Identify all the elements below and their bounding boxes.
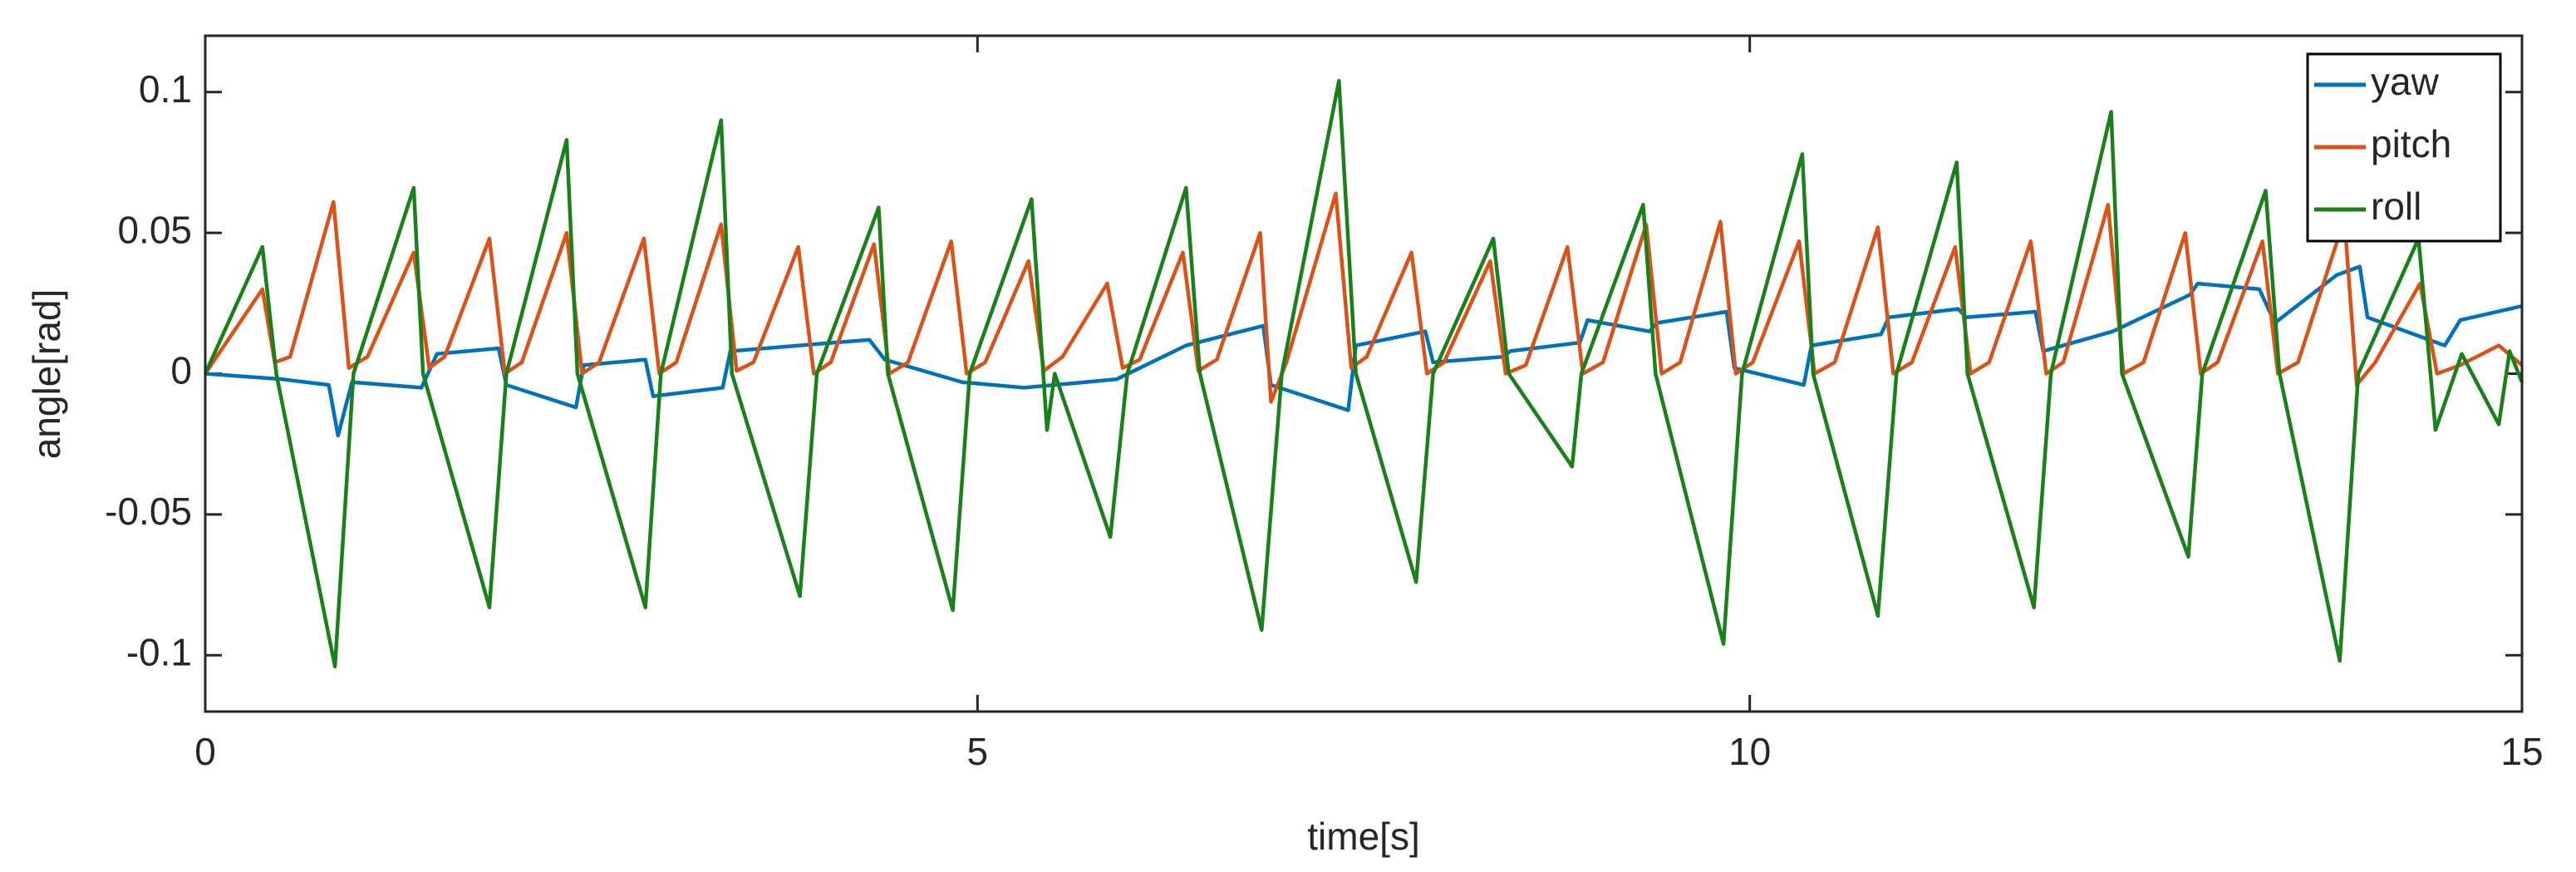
line-series (204, 191, 2524, 404)
x-axis-label: time[s] (1307, 815, 1419, 858)
x-tick-label: 10 (1728, 730, 1771, 773)
y-axis-label: angle[rad] (25, 289, 68, 460)
legend-label: yaw (2371, 60, 2440, 103)
y-tick-label: -0.1 (126, 630, 192, 673)
y-tick-label: 0 (170, 349, 192, 392)
legend-label: pitch (2371, 122, 2451, 165)
x-tick-label: 0 (194, 730, 216, 773)
y-tick-label: -0.05 (105, 490, 192, 533)
y-tick-label: 0.1 (139, 67, 192, 111)
x-tick-label: 15 (2500, 730, 2543, 773)
legend-label: roll (2371, 185, 2421, 228)
line-series (203, 78, 2524, 669)
x-tick-label: 5 (967, 730, 989, 773)
y-tick-label: 0.05 (117, 208, 192, 251)
plot-frame (204, 34, 2524, 713)
